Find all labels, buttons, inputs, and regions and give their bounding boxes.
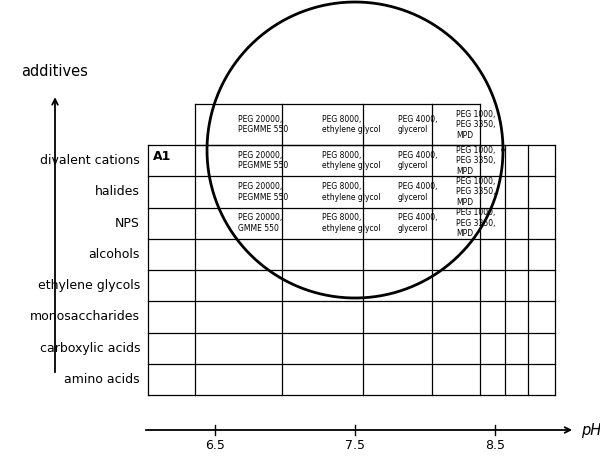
Text: PEG 4000,
glycerol: PEG 4000, glycerol [398,151,437,170]
Text: halides: halides [95,185,140,198]
Text: PEG 8000,
ethylene glycol: PEG 8000, ethylene glycol [323,151,381,170]
Text: carboxylic acids: carboxylic acids [40,342,140,355]
Text: PEG 4000,
glycerol: PEG 4000, glycerol [398,115,437,134]
Text: NPS: NPS [115,217,140,229]
Text: A1: A1 [153,150,172,163]
Text: amino acids: amino acids [64,373,140,386]
Text: 8.5: 8.5 [485,439,505,452]
Text: PEG 4000,
glycerol: PEG 4000, glycerol [398,213,437,233]
Text: PEG 20000,
PEGMME 550: PEG 20000, PEGMME 550 [239,115,289,134]
Text: divalent cations: divalent cations [40,154,140,167]
Text: PEG 8000,
ethylene glycol: PEG 8000, ethylene glycol [323,213,381,233]
Text: PEG 20000,
PEGMME 550: PEG 20000, PEGMME 550 [239,151,289,170]
Text: PEG 20000,
PEGMME 550: PEG 20000, PEGMME 550 [239,182,289,201]
Text: pH: pH [581,422,600,438]
Text: 6.5: 6.5 [205,439,225,452]
Text: ethylene glycols: ethylene glycols [38,279,140,292]
Text: PEG 4000,
glycerol: PEG 4000, glycerol [398,182,437,201]
Text: PEG 1000,
PEG 3350,
MPD: PEG 1000, PEG 3350, MPD [456,177,496,207]
Text: PEG 20000,
GMME 550: PEG 20000, GMME 550 [239,213,283,233]
Text: 7.5: 7.5 [345,439,365,452]
Text: PEG 1000,
PEG 3350,
MPD: PEG 1000, PEG 3350, MPD [456,146,496,175]
Text: PEG 8000,
ethylene glycol: PEG 8000, ethylene glycol [323,115,381,134]
Text: monosaccharides: monosaccharides [30,310,140,324]
Text: PEG 1000,
PEG 3350,
MPD: PEG 1000, PEG 3350, MPD [456,110,496,140]
Text: additives: additives [22,64,88,79]
Text: alcohols: alcohols [89,248,140,261]
Text: PEG 1000,
PEG 3350,
MPD: PEG 1000, PEG 3350, MPD [456,208,496,238]
Text: PEG 8000,
ethylene glycol: PEG 8000, ethylene glycol [323,182,381,201]
